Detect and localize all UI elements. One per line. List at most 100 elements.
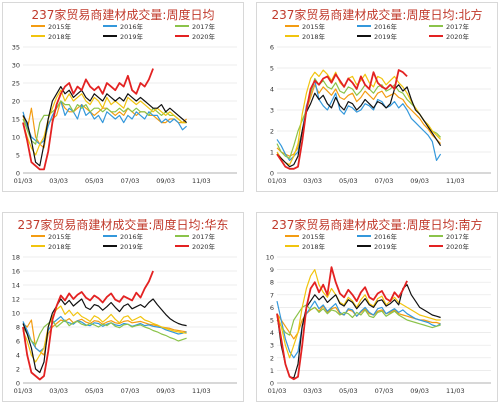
y-tick-label: 8: [270, 279, 274, 287]
legend-label: 2016年: [374, 22, 398, 31]
y-tick-label: 0: [270, 170, 274, 178]
legend-label: 2020年: [192, 32, 216, 41]
x-tick-label: 01/03: [268, 177, 287, 185]
y-tick-label: 6: [270, 304, 274, 312]
y-tick-label: 5: [270, 317, 274, 325]
y-tick-label: 7: [270, 291, 274, 299]
legend-label: 2017年: [192, 232, 216, 241]
legend-label: 2019年: [374, 242, 398, 251]
y-tick-label: 30: [12, 62, 20, 70]
legend-label: 2015年: [302, 22, 326, 31]
series-line: [276, 69, 408, 170]
series-line: [276, 304, 441, 336]
y-tick-label: 2: [270, 354, 274, 362]
y-tick-label: 12: [12, 296, 20, 304]
series-line: [22, 298, 187, 374]
legend-label: 2017年: [446, 22, 470, 31]
y-tick-label: 4: [16, 352, 20, 360]
x-tick-label: 07/03: [121, 177, 140, 185]
x-tick-label: 11/03: [192, 387, 211, 395]
chart-svg: 2015年 2016年 2017年 2018年 2019年 2020年 0 1 2 3 4 5 6 01/…: [268, 22, 491, 185]
x-tick-label: 11/03: [192, 177, 211, 185]
y-tick-label: 1: [270, 149, 274, 157]
legend-label: 2020年: [446, 32, 470, 41]
y-tick-label: 16: [12, 268, 20, 276]
y-tick-label: 8: [16, 324, 20, 332]
legend-label: 2016年: [120, 232, 144, 241]
series-line: [276, 84, 442, 168]
legend-label: 2019年: [374, 32, 398, 41]
series-line: [276, 268, 441, 359]
x-tick-label: 09/03: [410, 387, 429, 395]
x-tick-label: 03/03: [49, 177, 68, 185]
x-tick-label: 05/03: [339, 177, 358, 185]
x-tick-label: 07/03: [121, 387, 140, 395]
chart-title: 237家贸易商建材成交量:周度日均:北方: [271, 8, 483, 22]
series-line: [276, 79, 442, 161]
y-tick-label: 10: [12, 310, 20, 318]
x-tick-label: 07/03: [375, 387, 394, 395]
legend-label: 2015年: [48, 22, 72, 31]
x-tick-label: 03/03: [303, 177, 322, 185]
chart-panel-east: 237家贸易商建材成交量:周度日均:华东 2015年 2016年 2017年 2018…: [2, 212, 244, 402]
legend-label: 2015年: [48, 232, 72, 241]
y-tick-label: 10: [12, 134, 20, 142]
chart-panel-south: 237家贸易商建材成交量:周度日均:南方 2015年 2016年 2017年 2018…: [256, 212, 498, 402]
x-tick-label: 05/03: [85, 387, 104, 395]
y-tick-label: 0: [16, 170, 20, 178]
series-line: [22, 100, 187, 145]
series-line: [22, 68, 154, 171]
y-tick-label: 18: [12, 254, 20, 262]
y-tick-label: 2: [270, 128, 274, 136]
x-tick-label: 07/03: [375, 177, 394, 185]
chart-panel-total: 237家贸易商建材成交量:周度日均 2015年 2016年 2017年 2018年 20…: [2, 2, 244, 192]
y-tick-label: 0: [270, 380, 274, 388]
chart-title: 237家贸易商建材成交量:周度日均:南方: [271, 218, 483, 232]
series-line: [276, 284, 441, 379]
x-tick-label: 05/03: [85, 177, 104, 185]
legend-label: 2020年: [192, 242, 216, 251]
series-line: [22, 89, 187, 156]
y-tick-label: 6: [16, 338, 20, 346]
legend-label: 2016年: [120, 22, 144, 31]
legend-label: 2018年: [48, 32, 72, 41]
legend-label: 2016年: [374, 232, 398, 241]
series-line: [276, 266, 408, 381]
chart-svg: 2015年 2016年 2017年 2018年 2019年 2020年 0 1 2 3 4 5 6 7 8 9…: [266, 232, 491, 395]
x-tick-label: 01/03: [14, 387, 33, 395]
x-tick-label: 03/03: [303, 387, 322, 395]
y-tick-label: 5: [16, 152, 20, 160]
x-tick-label: 11/03: [446, 387, 465, 395]
x-tick-label: 11/03: [446, 177, 465, 185]
y-tick-label: 10: [266, 254, 274, 262]
y-tick-label: 6: [270, 44, 274, 52]
x-tick-label: 09/03: [156, 387, 175, 395]
chart-panel-north: 237家贸易商建材成交量:周度日均:北方 2015年 2016年 2017年 2018…: [256, 2, 498, 192]
series-line: [22, 270, 154, 381]
y-tick-label: 3: [270, 342, 274, 350]
legend-label: 2017年: [446, 232, 470, 241]
x-tick-label: 09/03: [410, 177, 429, 185]
y-tick-label: 14: [12, 282, 20, 290]
y-tick-label: 1: [270, 367, 274, 375]
legend-label: 2017年: [192, 22, 216, 31]
y-tick-label: 15: [12, 116, 20, 124]
y-tick-label: 4: [270, 329, 274, 337]
x-tick-label: 01/03: [268, 387, 287, 395]
y-tick-label: 2: [16, 366, 20, 374]
chart-title: 237家贸易商建材成交量:周度日均: [31, 8, 215, 22]
x-tick-label: 09/03: [156, 177, 175, 185]
legend-label: 2018年: [302, 242, 326, 251]
x-tick-label: 03/03: [49, 387, 68, 395]
x-tick-label: 05/03: [339, 387, 358, 395]
legend-label: 2019年: [120, 32, 144, 41]
y-tick-label: 35: [12, 44, 20, 52]
chart-svg: 2015年 2016年 2017年 2018年 2019年 2020年 0 2 4 6 8 10 12 1…: [12, 232, 237, 395]
y-tick-label: 0: [16, 380, 20, 388]
y-tick-label: 25: [12, 80, 20, 88]
series-line: [22, 85, 187, 167]
chart-svg: 2015年 2016年 2017年 2018年 2019年 2020年 0 5 10 15 20 25…: [12, 22, 237, 185]
y-tick-label: 3: [270, 107, 274, 115]
legend-label: 2015年: [302, 232, 326, 241]
legend-label: 2019年: [120, 242, 144, 251]
